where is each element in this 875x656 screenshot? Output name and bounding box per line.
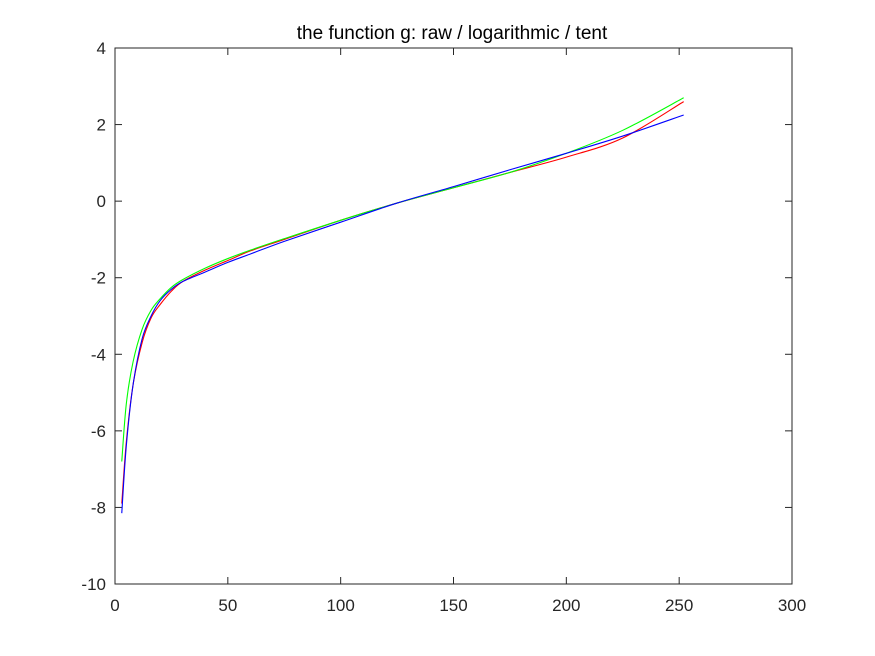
x-axis: 0 50 100 150 200 250 300 [110, 48, 806, 615]
x-tick-label: 150 [439, 596, 467, 615]
y-tick-label: -2 [91, 269, 106, 288]
y-tick-label: -4 [91, 345, 106, 364]
y-tick-label: -6 [91, 422, 106, 441]
series-line-blue [121, 114, 684, 514]
y-tick-label: -10 [81, 575, 106, 594]
chart-title: the function g: raw / logarithmic / tent [297, 23, 608, 44]
x-tick-label: 300 [778, 596, 806, 615]
y-tick-label: 0 [97, 192, 106, 211]
plot-area [114, 47, 793, 585]
y-tick-label: -8 [91, 498, 106, 517]
x-tick-label: 200 [552, 596, 580, 615]
y-tick-label: 2 [97, 116, 106, 135]
series-line-green [121, 97, 684, 462]
x-tick-label: 0 [110, 596, 119, 615]
y-tick-label: 4 [97, 39, 106, 58]
x-tick-label: 100 [326, 596, 354, 615]
x-tick-label: 50 [218, 596, 237, 615]
series-layer [121, 97, 684, 514]
x-tick-label: 250 [665, 596, 693, 615]
y-axis: -10 -8 -6 -4 -2 0 2 4 [81, 39, 792, 594]
